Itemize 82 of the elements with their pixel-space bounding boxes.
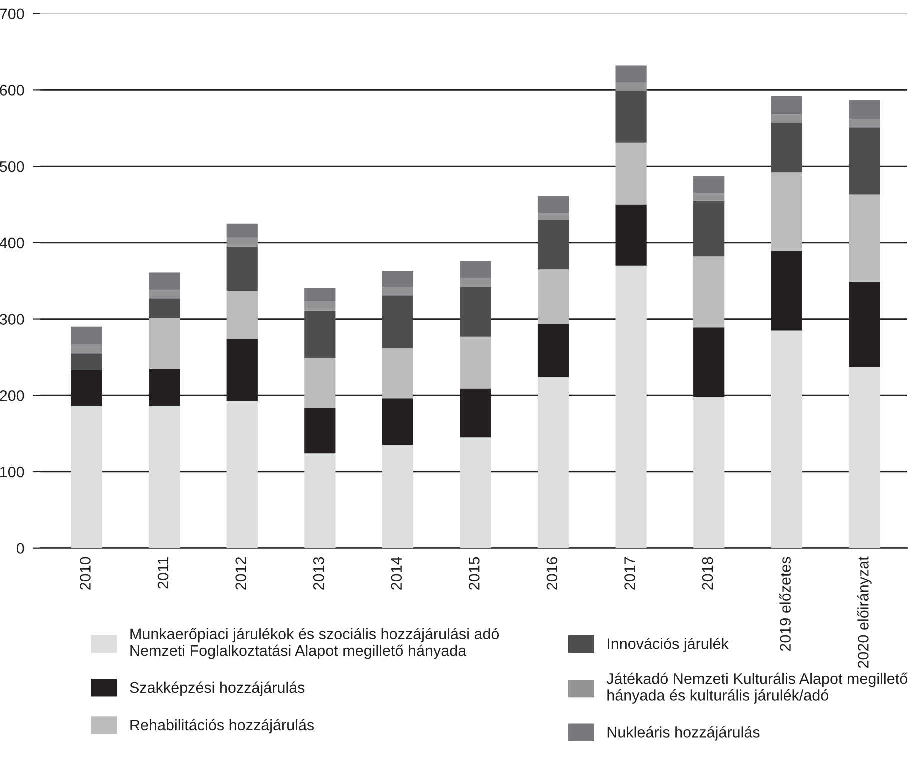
bar (304, 302, 336, 311)
bar (382, 287, 414, 296)
y-tick-label: 400 (0, 238, 24, 249)
bar (694, 397, 725, 548)
x-tick-label: 2014 (391, 557, 402, 590)
bar (71, 354, 102, 370)
bar (771, 330, 802, 548)
bar (460, 336, 492, 389)
bar (304, 288, 336, 302)
bar (616, 66, 647, 83)
y-tick-label: 700 (0, 8, 24, 20)
y-tick-label: 500 (0, 161, 24, 172)
bar (226, 246, 258, 292)
y-tick-label: 200 (0, 390, 24, 402)
bar (71, 406, 102, 548)
bar (849, 128, 880, 195)
bar (382, 445, 414, 548)
bar (616, 142, 647, 205)
bar (616, 82, 647, 91)
bar (538, 196, 570, 214)
bar (226, 400, 258, 548)
bar (304, 358, 336, 408)
bar (149, 298, 180, 319)
bar (694, 193, 725, 201)
bar (616, 266, 647, 548)
x-tick-label: 2016 (546, 557, 558, 590)
bar (382, 296, 414, 348)
bar (149, 406, 180, 548)
legend-label: Játékadó Nemzeti Kulturális Alapot megillető hányada és kulturális járulék/adó (606, 672, 908, 704)
y-tick-label: 0 (16, 543, 24, 554)
legend-label: Innovációs járulék (608, 638, 729, 652)
bar (849, 100, 880, 120)
legend-label: Szakképzési hozzájárulás (130, 682, 305, 696)
x-tick-label: 2019 előzetes (780, 557, 791, 652)
bar (149, 290, 180, 299)
bar (849, 119, 880, 128)
legend-label: Munkaerőpiaci járulékok és szociális hozzájárulási adó Nemzeti Foglalkoztatási Alapot megillető hányada (130, 628, 500, 660)
bar (694, 200, 725, 257)
bar (771, 123, 802, 173)
bar (304, 408, 336, 454)
bar (71, 326, 102, 344)
bar (149, 318, 180, 369)
bar (538, 270, 570, 324)
bar (694, 176, 725, 194)
bar (538, 213, 570, 220)
bar (226, 291, 258, 340)
x-tick-label: 2010 (80, 557, 91, 590)
bar (538, 377, 570, 548)
legend-label: Rehabilitációs hozzájárulás (130, 719, 314, 734)
bar (382, 348, 414, 399)
bar (538, 220, 570, 270)
bar (460, 261, 492, 278)
x-tick-label: 2017 (624, 557, 636, 590)
x-tick-label: 2018 (702, 557, 714, 590)
bar (616, 90, 647, 143)
bar (226, 238, 258, 247)
bar (382, 271, 414, 288)
bar (771, 96, 802, 115)
bar (771, 114, 802, 124)
y-tick-label: 300 (0, 314, 24, 325)
y-tick-label: 100 (0, 466, 24, 478)
bar (226, 224, 258, 238)
y-tick-label: 600 (0, 85, 24, 96)
bar (538, 324, 570, 378)
x-tick-label: 2011 (158, 557, 169, 589)
x-tick-label: 2012 (236, 557, 246, 590)
bar (460, 278, 492, 288)
bar (304, 310, 336, 358)
x-tick-label: 2015 (469, 557, 480, 590)
bar (304, 454, 336, 548)
bar (382, 398, 414, 446)
bar (694, 256, 725, 328)
x-tick-label: 2013 (313, 557, 324, 590)
bar (71, 344, 102, 354)
bar (149, 272, 180, 290)
bar (849, 367, 880, 548)
x-tick-label: 2020 előirányzat (857, 556, 872, 668)
bar (460, 438, 492, 548)
legend-label: Nukleáris hozzájárulás (608, 726, 760, 741)
bar (771, 172, 802, 252)
bar (849, 194, 880, 282)
bar (460, 287, 492, 337)
